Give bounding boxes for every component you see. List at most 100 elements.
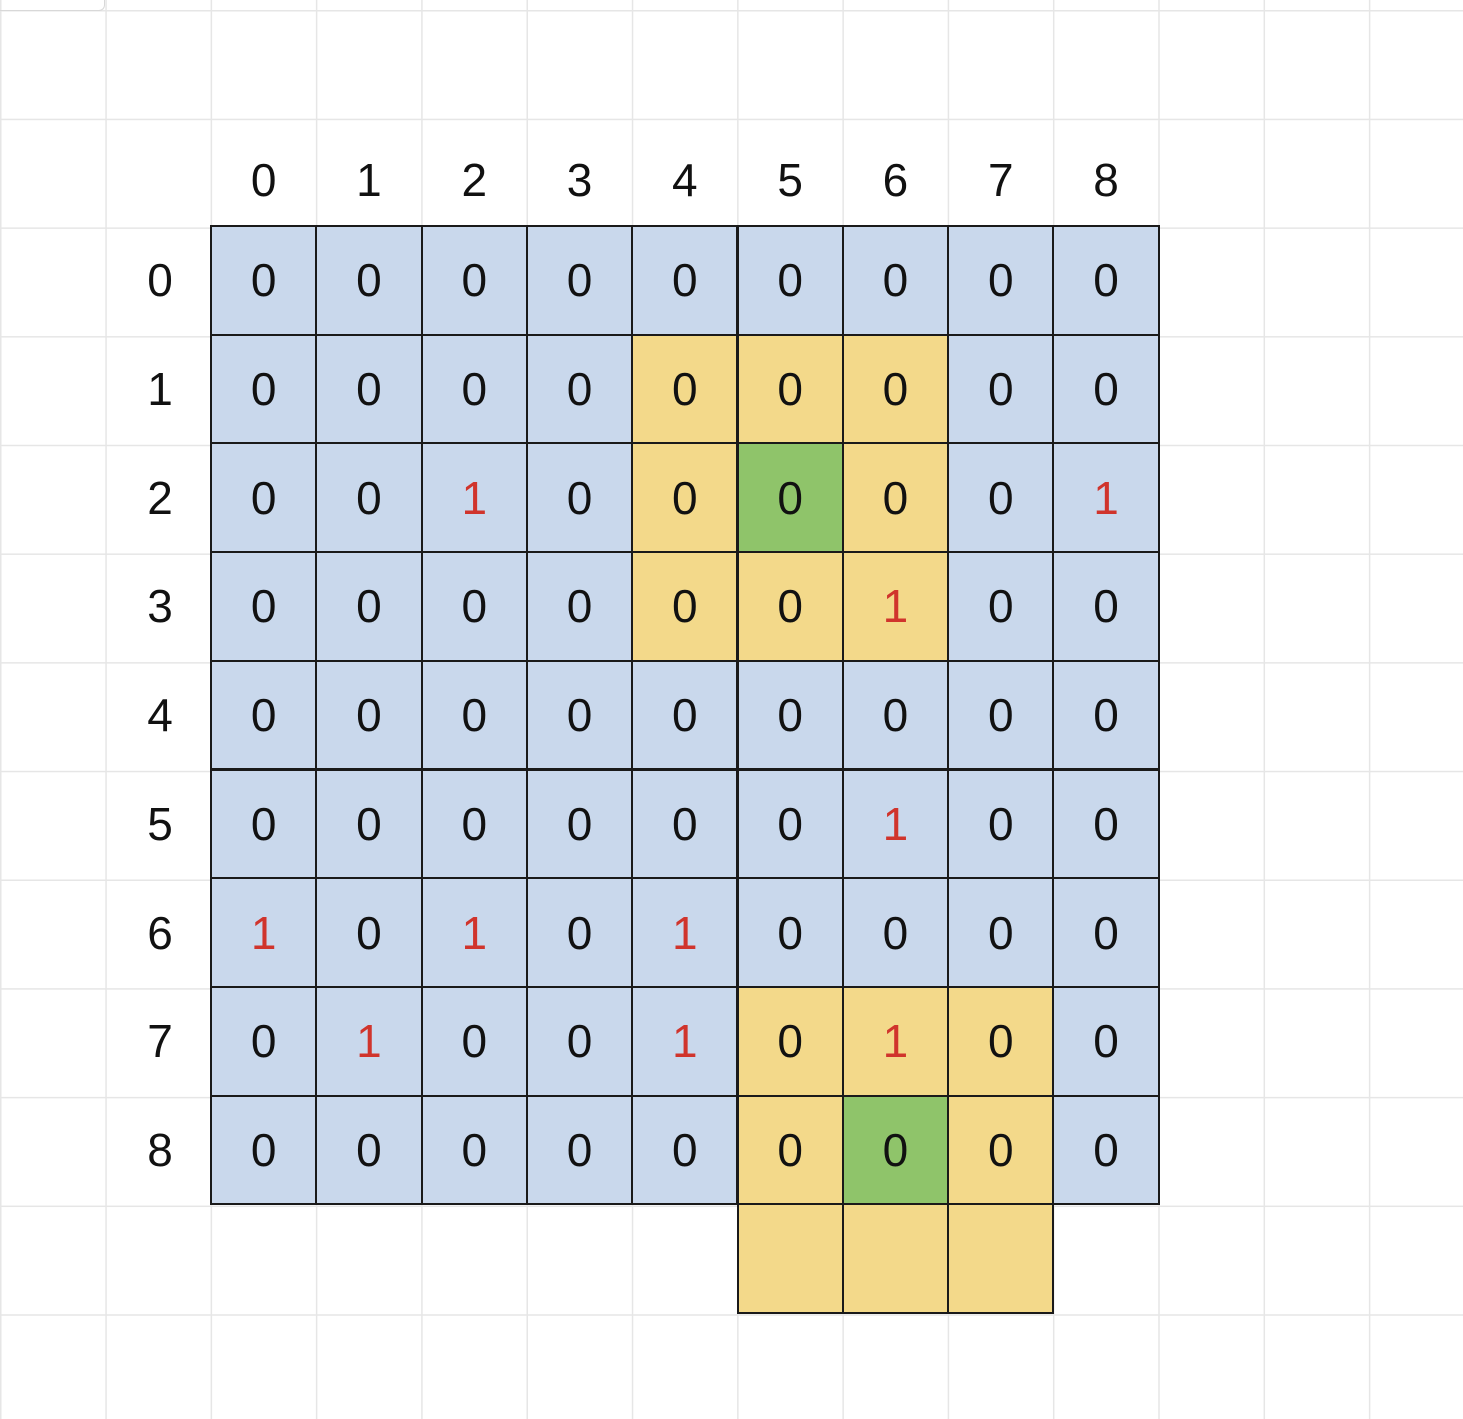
grid-cell-r6-c8: 0	[1052, 877, 1160, 988]
grid-cell-r4-c7: 0	[947, 659, 1055, 771]
grid-cell-r6-c6: 0	[841, 877, 950, 988]
row-label-2: 2	[147, 471, 173, 524]
grid-cell-r3-c6: 1	[841, 551, 950, 662]
grid-cell-r4-c6: 0	[841, 659, 950, 771]
grid-cell-r5-c7: 0	[947, 768, 1055, 880]
row-label-7: 7	[147, 1015, 173, 1068]
column-label-8: 8	[1093, 154, 1119, 206]
grid-cell-r8-c6: 0	[841, 1094, 950, 1206]
column-label-5: 5	[777, 154, 803, 206]
grid-cell-r5-c1: 0	[315, 768, 423, 880]
grid-cell-r1-c8: 0	[1052, 333, 1160, 445]
canvas-corner-mark	[0, 0, 105, 11]
grid-cell-r0-c2: 0	[420, 225, 528, 336]
grid-cell-r2-c6: 0	[841, 442, 950, 554]
grid-cell-r8-c2: 0	[420, 1094, 528, 1206]
grid-cell-r2-c2: 1	[420, 442, 528, 554]
grid-cell-r2-c0: 0	[210, 442, 318, 554]
grid-cell-r5-c8: 0	[1052, 768, 1160, 880]
grid-cell-r4-c4: 0	[631, 659, 739, 771]
grid-cell-r1-c1: 0	[315, 333, 423, 445]
grid-cell-r2-c3: 0	[525, 442, 634, 554]
row-label-6: 6	[147, 906, 173, 959]
grid-cell-r4-c8: 0	[1052, 659, 1160, 771]
grid-cell-r1-c7: 0	[947, 333, 1055, 445]
grid-cell-r7-c4: 1	[631, 985, 739, 1097]
grid-cell-r7-c3: 0	[525, 985, 634, 1097]
column-label-7: 7	[987, 154, 1014, 206]
grid-cell-r0-c1: 0	[315, 225, 423, 336]
column-label-0: 0	[250, 154, 277, 206]
column-label-6: 6	[882, 154, 909, 206]
column-label-3: 3	[566, 154, 593, 206]
grid-cell-r0-c3: 0	[525, 225, 634, 336]
grid-cell-r2-c5: 0	[736, 442, 844, 554]
row-label-4: 4	[147, 689, 173, 742]
grid-cell-r0-c4: 0	[631, 225, 739, 336]
grid-cell-r7-c8: 0	[1052, 985, 1160, 1097]
grid-cell-r1-c0: 0	[210, 333, 318, 445]
grid-cell-r1-c3: 0	[525, 333, 634, 445]
grid-cell-r0-c5: 0	[736, 225, 844, 336]
grid-cell-r3-c3: 0	[525, 551, 634, 662]
row-label-1: 1	[147, 363, 173, 416]
grid-cell-r6-c7: 0	[947, 877, 1055, 988]
grid-cell-r6-c4: 1	[631, 877, 739, 988]
grid-cell-r8-c3: 0	[525, 1094, 634, 1206]
grid-cell-r7-c5: 0	[736, 985, 844, 1097]
grid-cell-r5-c6: 1	[841, 768, 950, 880]
grid-cell-r3-c1: 0	[315, 551, 423, 662]
grid-cell-r2-c7: 0	[947, 442, 1055, 554]
grid-cell-r2-c8: 1	[1052, 442, 1160, 554]
grid-cell-r5-c5: 0	[736, 768, 844, 880]
grid-cell-r3-c8: 0	[1052, 551, 1160, 662]
grid-cell-r7-c1: 1	[315, 985, 423, 1097]
grid-cell-r4-c0: 0	[210, 659, 318, 771]
column-label-2: 2	[461, 154, 488, 206]
row-label-0: 0	[147, 254, 173, 307]
grid-cell-r3-c0: 0	[210, 551, 318, 662]
grid-cell-r0-c7: 0	[947, 225, 1055, 336]
grid-cell-r0-c6: 0	[841, 225, 950, 336]
grid-cell-r5-c0: 0	[210, 768, 318, 880]
grid-cell-r7-c2: 0	[420, 985, 528, 1097]
row-label-5: 5	[147, 797, 173, 850]
grid-cell-r7-c6: 1	[841, 985, 950, 1097]
grid-cell-r8-c8: 0	[1052, 1094, 1160, 1206]
row-label-3: 3	[147, 580, 173, 633]
grid-cell-r6-c0: 1	[210, 877, 318, 988]
grid-cell-r0-c8: 0	[1052, 225, 1160, 336]
grid-cell-r3-c2: 0	[420, 551, 528, 662]
grid-cell-r1-c6: 0	[841, 333, 950, 445]
grid-cell-r1-c4: 0	[631, 333, 739, 445]
grid-cell-r8-c7: 0	[947, 1094, 1055, 1206]
grid-cell-r5-c3: 0	[525, 768, 634, 880]
grid-cell-r3-c5: 0	[736, 551, 844, 662]
grid-cell-r6-c1: 0	[315, 877, 423, 988]
grid-cell-r1-c2: 0	[420, 333, 528, 445]
grid-cell-r2-c1: 0	[315, 442, 423, 554]
grid-cell-r6-c3: 0	[525, 877, 634, 988]
grid-cell-r4-c1: 0	[315, 659, 423, 771]
grid-cell-r4-c2: 0	[420, 659, 528, 771]
row-label-8: 8	[147, 1123, 173, 1176]
grid-cell-r3-c7: 0	[947, 551, 1055, 662]
grid-cell-r4-c3: 0	[525, 659, 634, 771]
column-label-1: 1	[356, 154, 382, 206]
grid-cell-r5-c2: 0	[420, 768, 528, 880]
grid-cell-r2-c4: 0	[631, 442, 739, 554]
grid-cell-r1-c5: 0	[736, 333, 844, 445]
out-of-bounds-cell-r9-c7	[947, 1203, 1055, 1314]
grid-cell-r5-c4: 0	[631, 768, 739, 880]
grid-cell-r7-c7: 0	[947, 985, 1055, 1097]
grid-cell-r8-c4: 0	[631, 1094, 739, 1206]
grid-cell-r8-c1: 0	[315, 1094, 423, 1206]
grid-cell-r4-c5: 0	[736, 659, 844, 771]
grid-cell-r7-c0: 0	[210, 985, 318, 1097]
out-of-bounds-cell-r9-c5	[736, 1203, 844, 1314]
out-of-bounds-cell-r9-c6	[841, 1203, 950, 1314]
grid-cell-r8-c5: 0	[736, 1094, 844, 1206]
column-label-4: 4	[672, 154, 698, 206]
grid-cell-r3-c4: 0	[631, 551, 739, 662]
